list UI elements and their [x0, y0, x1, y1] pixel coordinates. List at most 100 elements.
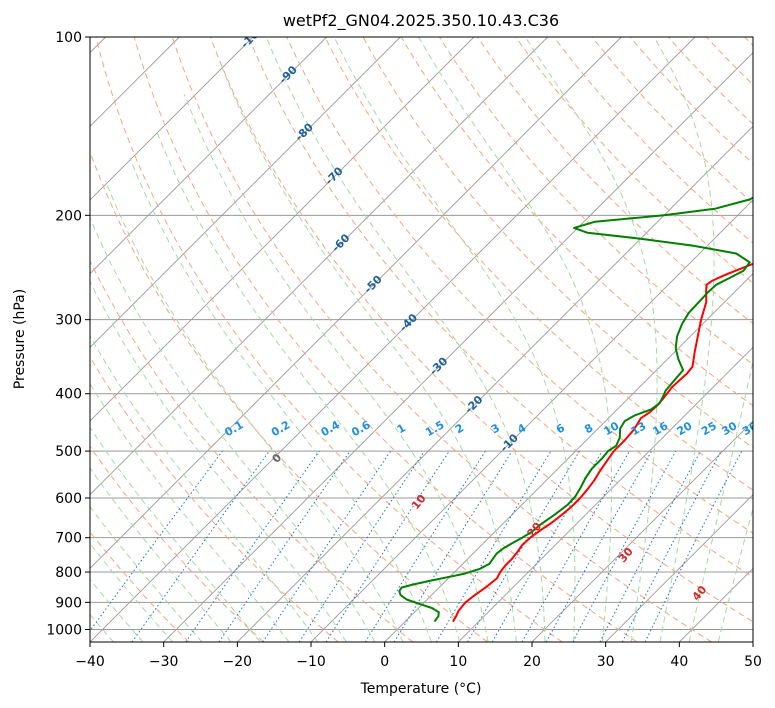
y-tick-label: 900 — [55, 595, 82, 611]
moist-adiabat--36 — [90, 578, 144, 642]
moist-adiabat--8 — [90, 280, 347, 642]
isotherm--100 — [90, 37, 254, 201]
mixing-ratio-line-20 — [572, 450, 677, 642]
x-tick-label: −10 — [296, 654, 326, 670]
dry-adiabat-180 — [705, 37, 753, 86]
moist-adiabat-28 — [418, 37, 613, 642]
mixing-ratio-line-6 — [435, 450, 552, 642]
dry-adiabat-label: -20 — [462, 393, 485, 416]
moist-adiabat-36 — [653, 37, 715, 642]
dry-adiabat-170 — [667, 37, 753, 125]
mixing-ratio-label: 4 — [515, 421, 528, 436]
moist-adiabat-12 — [183, 94, 489, 642]
x-tick-label: 30 — [597, 654, 615, 670]
mixing-ratio-label: 0.1 — [222, 418, 245, 439]
y-tick-label: 700 — [55, 531, 82, 547]
mixing-ratio-line-0.6 — [218, 450, 351, 642]
mixing-ratio-line-13 — [521, 450, 630, 642]
moist-adiabat-label: 30 — [616, 545, 636, 565]
isotherm--60 — [90, 37, 548, 496]
dry-adiabat-50 — [209, 37, 753, 623]
sounding-profiles — [398, 196, 753, 623]
mixing-ratio-label: 16 — [651, 419, 671, 438]
moist-adiabat--32 — [90, 542, 173, 642]
mixing-ratio-label: 6 — [554, 421, 567, 436]
isotherm--20 — [237, 125, 753, 642]
isotherm--50 — [90, 37, 622, 569]
dry-adiabat-20 — [95, 37, 563, 642]
dry-adiabat-label: -90 — [277, 63, 300, 86]
dry-adiabat-100 — [400, 37, 753, 407]
dry-adiabat-160 — [629, 37, 753, 165]
moist-adiabat--12 — [90, 334, 319, 642]
isotherm--80 — [90, 37, 401, 348]
moist-adiabat-24 — [333, 37, 576, 642]
temperature-profile — [452, 262, 753, 623]
y-axis-label: Pressure (hPa) — [12, 289, 28, 389]
moist-adiabat-8 — [156, 132, 461, 642]
mixing-ratio-line-3 — [364, 450, 486, 642]
mixing-ratio-line-0.1 — [90, 450, 223, 632]
mixing-ratio-label: 13 — [629, 419, 649, 438]
plot-frame — [89, 36, 754, 643]
isotherm-50 — [752, 641, 753, 642]
dry-adiabat-label: -70 — [323, 164, 346, 187]
isotherm--70 — [90, 37, 475, 422]
dewpoint-profile — [398, 196, 753, 623]
x-tick-label: −20 — [223, 654, 253, 670]
mixing-ratio-line-2 — [325, 450, 450, 642]
chart-title: wetPf2_GN04.2025.350.10.43.C36 — [283, 11, 559, 31]
y-tick-label: 1000 — [46, 622, 82, 638]
mixing-ratio-label: 25 — [699, 419, 719, 438]
moist-adiabat--16 — [90, 382, 290, 642]
isotherm-30 — [605, 494, 753, 642]
moist-adiabat-label: 40 — [690, 583, 710, 603]
isotherm-0 — [384, 273, 753, 642]
moist-adiabat--20 — [90, 426, 261, 642]
mixing-ratio-label: 2 — [453, 421, 466, 436]
moist-adiabat-label: 10 — [409, 492, 429, 512]
dry-adiabat-150 — [591, 37, 753, 204]
isoline-labels: -100-90-80-70-60-50-40-30-20-10010203040… — [222, 37, 760, 603]
moist-adiabat--24 — [90, 467, 232, 642]
y-tick-label: 100 — [55, 30, 82, 46]
mixing-ratio-label: 36 — [740, 419, 760, 438]
x-tick-label: −30 — [149, 654, 179, 670]
dry-adiabat-130 — [515, 37, 753, 284]
x-tick-label: 50 — [744, 654, 762, 670]
dry-adiabat--10 — [90, 356, 339, 642]
y-tick-label: 600 — [55, 491, 82, 507]
mixing-ratio-line-0.2 — [131, 450, 270, 642]
moist-adiabat-0 — [105, 180, 404, 642]
mixing-ratio-label: 20 — [675, 419, 695, 438]
isotherm-40 — [679, 567, 753, 642]
mixing-ratio-line-1.5 — [298, 450, 425, 642]
dry-adiabat-label: -30 — [427, 354, 450, 377]
moist-adiabat--28 — [90, 505, 203, 642]
moist-adiabat-20 — [265, 37, 546, 642]
moist-adiabat-32 — [524, 37, 658, 642]
x-tick-label: −40 — [75, 654, 105, 670]
background-lines — [90, 37, 753, 642]
isotherm--40 — [90, 37, 696, 642]
x-tick-label: 40 — [670, 654, 688, 670]
y-tick-label: 400 — [55, 387, 82, 403]
dry-adiabat-label: -80 — [293, 120, 316, 143]
mixing-ratio-line-1 — [262, 450, 392, 642]
mixing-ratio-line-0.4 — [185, 450, 320, 642]
isotherm--90 — [90, 37, 327, 275]
isotherm-10 — [458, 346, 753, 642]
dry-adiabat-60 — [248, 37, 753, 578]
dry-adiabat-label: -50 — [362, 273, 385, 296]
dry-adiabat-40 — [171, 37, 712, 642]
y-tick-label: 200 — [55, 208, 82, 224]
moist-adiabat-44 — [717, 506, 753, 642]
y-tick-label: 800 — [55, 565, 82, 581]
dry-adiabat--30 — [90, 531, 190, 642]
x-tick-label: 10 — [449, 654, 467, 670]
x-tick-label: 0 — [380, 654, 389, 670]
mixing-ratio-line-16 — [545, 450, 653, 642]
mixing-ratio-line-36 — [644, 450, 743, 642]
moist-adiabat--4 — [90, 216, 376, 642]
axes: −40 −30 −20 −10 0 10 20 30 40 5010020030040050060… — [46, 30, 762, 670]
